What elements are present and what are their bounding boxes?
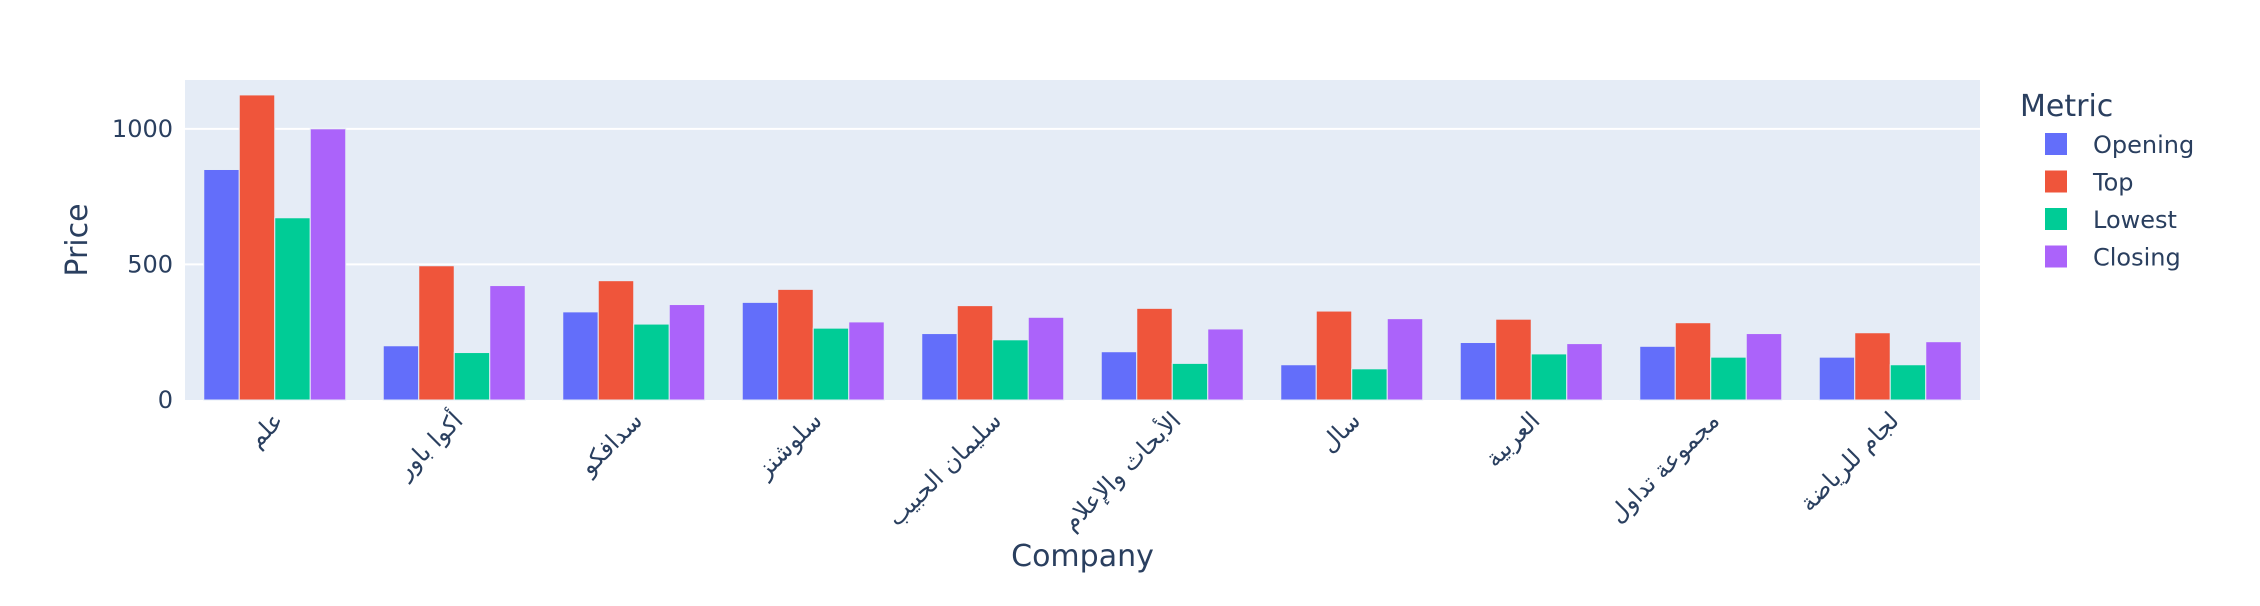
legend-swatch-lowest[interactable] — [2045, 208, 2067, 230]
y-tick-label: 1000 — [112, 115, 173, 143]
bar-lowest — [992, 339, 1029, 401]
bar-opening — [562, 311, 599, 401]
bar-opening — [921, 333, 958, 401]
bar-lowest — [274, 217, 311, 401]
bar-closing — [309, 128, 347, 401]
y-tick-label: 0 — [158, 386, 173, 414]
x-tick-label: سليمان الحبيب — [882, 406, 1007, 531]
bar-opening — [1280, 364, 1317, 401]
bar-lowest — [1351, 368, 1388, 401]
x-axis-title: Company — [1011, 539, 1154, 574]
bar-closing — [1566, 343, 1603, 401]
bar-opening — [1639, 345, 1676, 401]
bar-lowest — [1710, 356, 1747, 401]
bar-opening — [382, 345, 420, 401]
x-tick-label: أكوا باور — [389, 405, 469, 485]
legend-label-opening[interactable]: Opening — [2093, 131, 2194, 159]
legend-swatch-opening[interactable] — [2045, 133, 2067, 155]
x-tick-label: سلوشنز — [750, 406, 828, 484]
x-tick-labels: علم أكوا باور سدافكو سلوشنز سليمان الحبيب الأ… — [242, 405, 1904, 536]
bar-top — [597, 280, 635, 401]
bar-lowest — [1889, 364, 1927, 401]
x-tick-label: لجام للرياضة — [1794, 406, 1905, 517]
y-tick-label: 500 — [127, 250, 173, 278]
bar-top — [1495, 318, 1532, 401]
bar-closing — [848, 321, 885, 401]
bar-lowest — [812, 327, 850, 401]
x-tick-label: سدافكو — [573, 406, 648, 481]
x-tick-label: سال — [1314, 406, 1366, 458]
x-tick-label: علم — [242, 406, 289, 453]
bar-top — [1315, 310, 1353, 401]
bar-top — [1854, 332, 1891, 401]
bar-closing — [1925, 341, 1962, 401]
bar-opening — [741, 301, 779, 401]
x-tick-label: العربية — [1479, 406, 1545, 472]
y-axis-title: Price — [60, 203, 95, 276]
gridlines — [185, 127, 1980, 266]
bar-opening — [1459, 342, 1497, 401]
bar-closing — [1745, 333, 1783, 401]
bar-closing — [1386, 318, 1424, 401]
bar-lowest — [1530, 353, 1568, 401]
bar-top — [1674, 322, 1712, 401]
bar-closing — [489, 285, 526, 401]
legend-label-top[interactable]: Top — [2092, 169, 2134, 197]
bar-closing — [1027, 316, 1065, 401]
bar-top — [1136, 307, 1173, 401]
bar-closing — [1207, 328, 1244, 401]
bar-top — [777, 288, 814, 401]
x-tick-label: الأبحاث والإعلام — [1056, 406, 1186, 536]
legend-label-lowest[interactable]: Lowest — [2093, 206, 2177, 234]
bar-opening — [203, 168, 240, 401]
legend-swatch-top[interactable] — [2045, 170, 2067, 193]
legend-title: Metric — [2020, 89, 2113, 124]
bar-top — [238, 94, 276, 401]
bar-top — [956, 305, 994, 401]
bar-top — [418, 265, 455, 401]
legend: Metric Opening Top Lowest Closing — [2020, 89, 2194, 272]
x-tick-label: مجموعة تداول — [1603, 406, 1725, 528]
y-tick-labels: 0 500 1000 — [112, 115, 173, 414]
legend-swatch-closing[interactable] — [2045, 245, 2067, 268]
bar-lowest — [453, 352, 491, 401]
bars — [203, 94, 1962, 401]
bar-closing — [668, 304, 706, 401]
bar-opening — [1100, 351, 1138, 401]
bar-opening — [1818, 356, 1856, 401]
bar-lowest — [633, 323, 670, 401]
bar-lowest — [1171, 362, 1209, 401]
legend-label-closing[interactable]: Closing — [2093, 244, 2181, 272]
